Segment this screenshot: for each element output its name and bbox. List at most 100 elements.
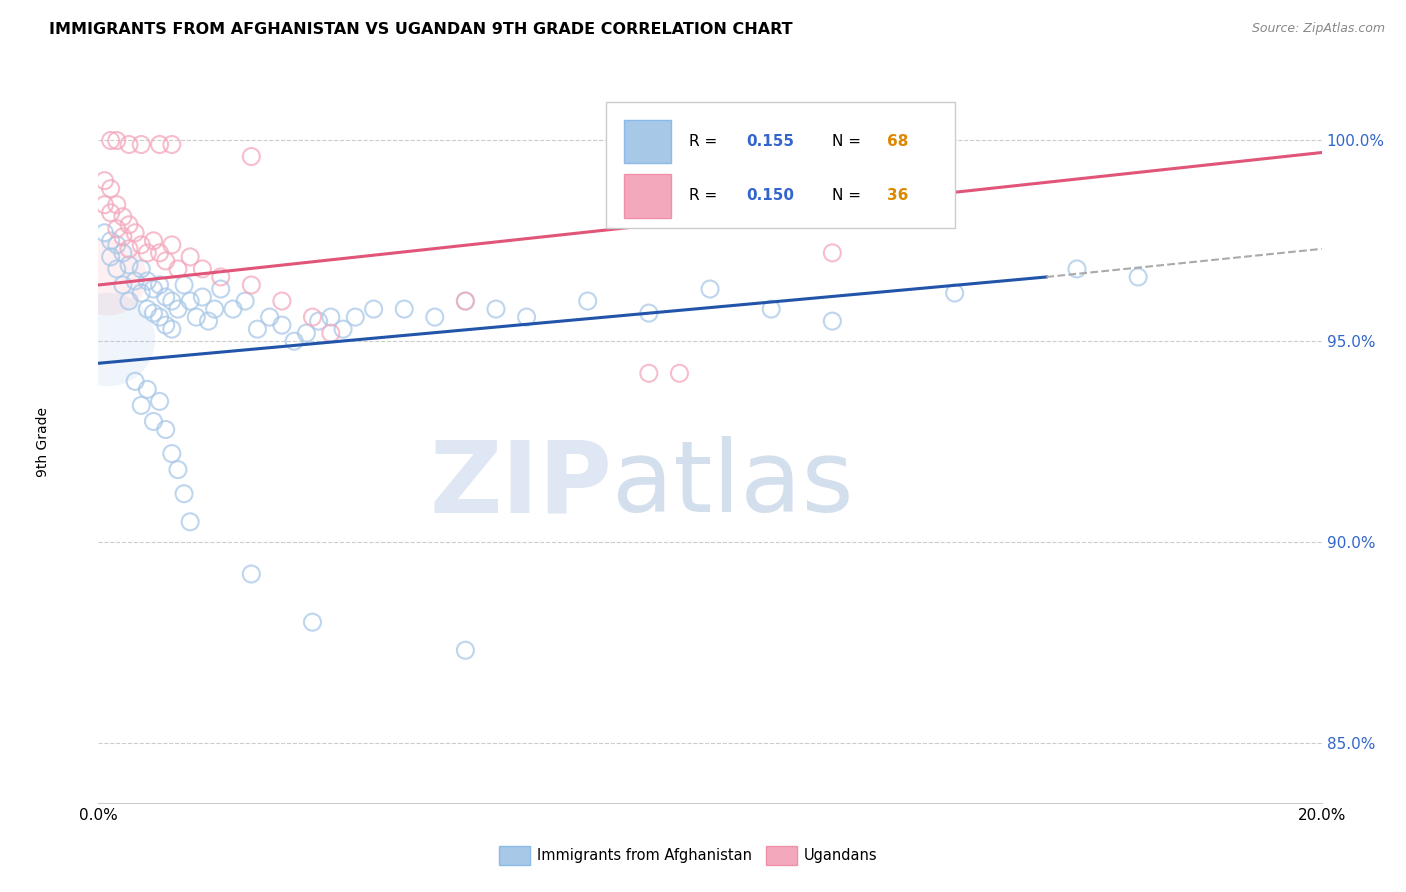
Point xyxy=(129,137,152,152)
Point xyxy=(136,302,159,317)
Point xyxy=(179,515,201,529)
Point xyxy=(124,375,146,389)
Point xyxy=(160,137,183,152)
Point xyxy=(259,310,281,325)
Point xyxy=(454,294,477,309)
Point xyxy=(233,294,256,309)
Point xyxy=(270,318,292,333)
Point xyxy=(270,294,292,309)
Point xyxy=(105,238,128,252)
Point xyxy=(179,250,201,264)
Point xyxy=(160,294,183,309)
Point xyxy=(155,254,177,268)
Point xyxy=(197,314,219,328)
Point xyxy=(516,310,538,325)
Point xyxy=(160,322,183,336)
Point xyxy=(142,415,165,429)
Point xyxy=(943,286,966,301)
Text: Source: ZipAtlas.com: Source: ZipAtlas.com xyxy=(1251,22,1385,36)
Point xyxy=(93,174,115,188)
Point xyxy=(160,446,183,460)
Point xyxy=(637,367,661,381)
Point xyxy=(191,262,214,277)
Text: atlas: atlas xyxy=(612,436,853,533)
Point xyxy=(142,234,165,248)
Point xyxy=(142,282,165,296)
Point xyxy=(173,487,195,501)
Point xyxy=(173,278,195,293)
Point xyxy=(100,234,122,248)
Point xyxy=(155,318,177,333)
Point xyxy=(118,137,141,152)
Text: 68: 68 xyxy=(887,134,908,149)
Text: Ugandans: Ugandans xyxy=(804,848,877,863)
Point xyxy=(454,294,477,309)
Point xyxy=(160,238,183,252)
Text: IMMIGRANTS FROM AFGHANISTAN VS UGANDAN 9TH GRADE CORRELATION CHART: IMMIGRANTS FROM AFGHANISTAN VS UGANDAN 9… xyxy=(49,22,793,37)
Point xyxy=(167,462,190,476)
Point xyxy=(111,210,134,224)
Point xyxy=(699,282,721,296)
Point xyxy=(129,286,152,301)
Point xyxy=(111,278,134,293)
Point xyxy=(118,242,141,256)
Point xyxy=(344,310,367,325)
Point xyxy=(821,246,844,260)
Point xyxy=(118,218,141,232)
Point xyxy=(308,314,330,328)
Point xyxy=(191,290,214,304)
Point xyxy=(363,302,385,317)
Point xyxy=(240,567,263,582)
Point xyxy=(105,198,128,212)
Point xyxy=(295,326,318,341)
Point xyxy=(301,310,323,325)
Point xyxy=(576,294,599,309)
Point xyxy=(97,332,120,346)
Point xyxy=(167,262,190,277)
Point xyxy=(105,222,128,236)
Point xyxy=(283,334,305,349)
Text: 36: 36 xyxy=(887,188,908,203)
Point xyxy=(100,134,122,148)
Point xyxy=(301,615,323,630)
Text: N =: N = xyxy=(832,134,866,149)
Point xyxy=(204,302,226,317)
Point xyxy=(167,302,190,317)
Point xyxy=(93,226,115,240)
Text: Immigrants from Afghanistan: Immigrants from Afghanistan xyxy=(537,848,752,863)
Point xyxy=(100,206,122,220)
Point xyxy=(240,150,263,164)
Point xyxy=(124,274,146,288)
Point xyxy=(1128,270,1150,285)
Point xyxy=(142,306,165,320)
Point xyxy=(155,423,177,437)
Point xyxy=(332,322,354,336)
Point xyxy=(129,262,152,277)
Text: ZIP: ZIP xyxy=(429,436,612,533)
Point xyxy=(149,278,172,293)
Point xyxy=(105,134,128,148)
Point xyxy=(118,258,141,272)
Point xyxy=(118,294,141,309)
Point xyxy=(423,310,446,325)
Point xyxy=(129,399,152,413)
Text: R =: R = xyxy=(689,134,723,149)
Point xyxy=(240,278,263,293)
Point xyxy=(186,310,208,325)
Point xyxy=(454,643,477,657)
Point xyxy=(222,302,245,317)
Point xyxy=(485,302,508,317)
Point xyxy=(155,290,177,304)
Text: 0.150: 0.150 xyxy=(747,188,794,203)
Point xyxy=(149,137,172,152)
Point xyxy=(136,246,159,260)
Point xyxy=(100,182,122,196)
Point xyxy=(136,274,159,288)
Point xyxy=(149,310,172,325)
Text: R =: R = xyxy=(689,188,723,203)
Point xyxy=(129,238,152,252)
Point xyxy=(111,246,134,260)
Point xyxy=(319,326,342,341)
Bar xyxy=(624,174,671,218)
Point xyxy=(246,322,269,336)
